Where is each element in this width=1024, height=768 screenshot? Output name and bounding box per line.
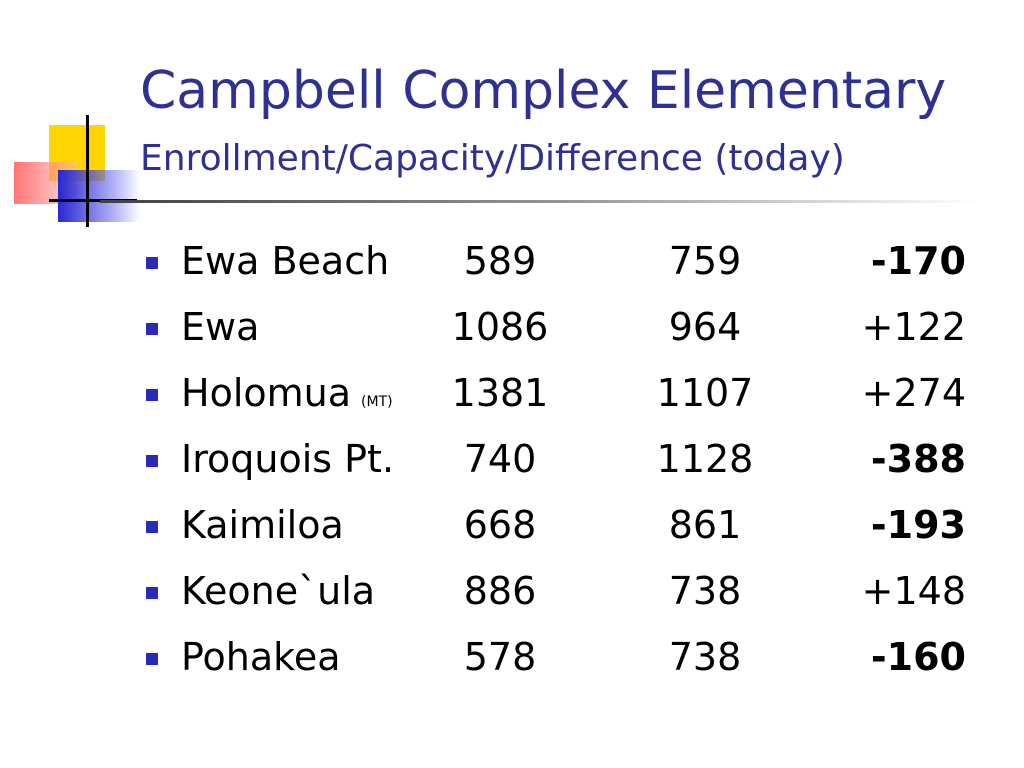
decorative-logo bbox=[0, 0, 140, 240]
capacity-value: 738 bbox=[668, 635, 742, 679]
school-name: Holomua (MT) bbox=[181, 360, 393, 435]
bullet-icon bbox=[146, 455, 158, 467]
school-label: Ewa Beach bbox=[181, 239, 390, 283]
capacity-value: 759 bbox=[668, 239, 742, 283]
capacity-value: 1107 bbox=[656, 371, 754, 415]
school-name: Keone`ula bbox=[181, 558, 375, 624]
school-name: Ewa bbox=[181, 294, 259, 360]
list-item: Ewa Beach 589 759 -170 bbox=[0, 228, 1024, 294]
difference-value: -160 bbox=[870, 635, 966, 679]
enrollment-value: 740 bbox=[463, 437, 537, 481]
enrollment-value: 589 bbox=[463, 239, 537, 283]
logo-horizontal-line bbox=[49, 199, 137, 202]
difference-value: -193 bbox=[870, 503, 966, 547]
bullet-icon bbox=[146, 653, 158, 665]
slide-title: Campbell Complex Elementary bbox=[140, 61, 947, 121]
enrollment-list: Ewa Beach 589 759 -170 Ewa 1086 964 +122… bbox=[0, 228, 1024, 690]
list-item: Ewa 1086 964 +122 bbox=[0, 294, 1024, 360]
difference-value: +274 bbox=[861, 371, 966, 415]
capacity-value: 1128 bbox=[656, 437, 754, 481]
capacity-value: 738 bbox=[668, 569, 742, 613]
list-item: Pohakea 578 738 -160 bbox=[0, 624, 1024, 690]
school-label: Holomua bbox=[181, 371, 352, 415]
school-name: Pohakea bbox=[181, 624, 341, 690]
bullet-icon bbox=[146, 389, 158, 401]
logo-vertical-line bbox=[86, 115, 89, 227]
school-name: Iroquois Pt. bbox=[181, 426, 394, 492]
difference-value: +148 bbox=[861, 569, 966, 613]
logo-blue-square bbox=[58, 170, 140, 222]
capacity-value: 861 bbox=[668, 503, 742, 547]
slide-subtitle: Enrollment/Capacity/Difference (today) bbox=[140, 138, 845, 179]
list-item: Holomua (MT) 1381 1107 +274 bbox=[0, 360, 1024, 426]
bullet-icon bbox=[146, 587, 158, 599]
school-tag: (MT) bbox=[361, 394, 393, 410]
school-label: Kaimiloa bbox=[181, 503, 344, 547]
bullet-icon bbox=[146, 521, 158, 533]
enrollment-value: 1381 bbox=[451, 371, 549, 415]
difference-value: +122 bbox=[861, 305, 966, 349]
school-label: Keone`ula bbox=[181, 569, 376, 613]
bullet-icon bbox=[146, 257, 158, 269]
school-name: Ewa Beach bbox=[181, 228, 389, 294]
school-label: Ewa bbox=[181, 305, 260, 349]
difference-value: -170 bbox=[870, 239, 966, 283]
enrollment-value: 1086 bbox=[451, 305, 549, 349]
title-divider bbox=[100, 200, 980, 203]
enrollment-value: 578 bbox=[463, 635, 537, 679]
list-item: Iroquois Pt. 740 1128 -388 bbox=[0, 426, 1024, 492]
school-name: Kaimiloa bbox=[181, 492, 344, 558]
enrollment-value: 886 bbox=[463, 569, 537, 613]
difference-value: -388 bbox=[870, 437, 966, 481]
list-item: Keone`ula 886 738 +148 bbox=[0, 558, 1024, 624]
school-label: Pohakea bbox=[181, 635, 341, 679]
bullet-icon bbox=[146, 323, 158, 335]
capacity-value: 964 bbox=[668, 305, 742, 349]
school-label: Iroquois Pt. bbox=[181, 437, 395, 481]
list-item: Kaimiloa 668 861 -193 bbox=[0, 492, 1024, 558]
enrollment-value: 668 bbox=[463, 503, 537, 547]
